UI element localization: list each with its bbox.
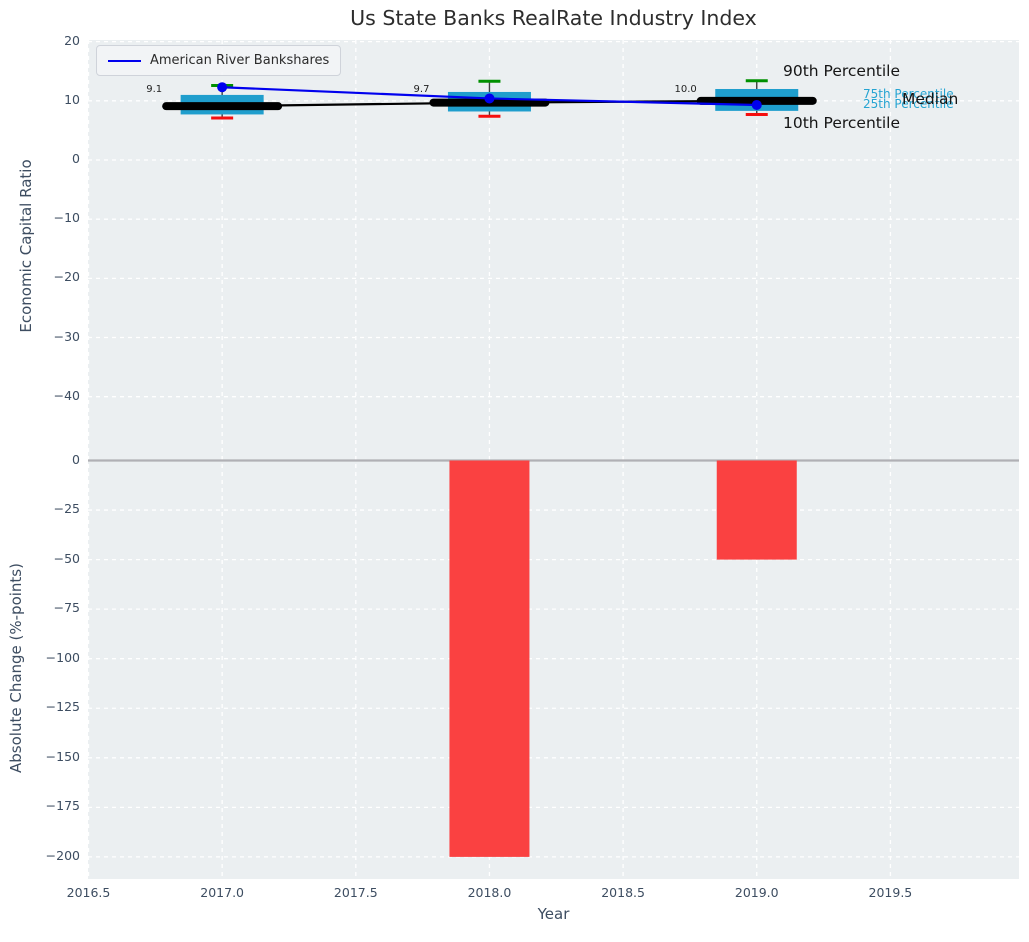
xtick-2018.0: 2018.0 [467, 885, 512, 900]
ytick-bottom--100: −100 [45, 649, 80, 665]
ytick-bottom--175: −175 [45, 798, 80, 814]
xtick-2018.5: 2018.5 [601, 885, 645, 900]
median-value-label-2017: 9.1 [146, 84, 163, 95]
ytick-top--40: −40 [53, 387, 80, 403]
annotation-25th-percentile: 25th Percentile [863, 97, 954, 111]
legend-label: American River Bankshares [150, 53, 330, 68]
median-value-label-2018: 9.7 [413, 84, 430, 95]
annotation-10th-percentile: 10th Percentile [783, 114, 901, 132]
ytick-top-20: 20 [64, 32, 80, 48]
legend-line-icon [108, 59, 141, 62]
x-axis-label: Year [537, 905, 570, 923]
series-marker-2017 [217, 82, 228, 93]
median-value-label-2019: 10.0 [674, 84, 697, 95]
bar-2019 [716, 460, 797, 560]
ytick-bottom--150: −150 [45, 748, 80, 764]
bar-2018 [449, 460, 530, 857]
y-axis-label-top: Economic Capital Ratio [17, 159, 35, 333]
ytick-top--30: −30 [53, 328, 80, 344]
ytick-top--20: −20 [53, 269, 80, 285]
ytick-bottom--125: −125 [45, 699, 80, 715]
chart-title: Us State Banks RealRate Industry Index [350, 6, 757, 30]
xtick-2016.5: 2016.5 [66, 885, 111, 900]
legend: American River Bankshares [96, 45, 342, 76]
series-marker-2019 [751, 99, 762, 110]
annotation-90th-percentile: 90th Percentile [783, 62, 901, 80]
y-axis-label-bottom: Absolute Change (%-points) [7, 563, 25, 773]
ytick-bottom--75: −75 [53, 600, 80, 616]
ytick-bottom-0: 0 [72, 451, 80, 467]
annotation-75th-percentile: 75th Percentile [863, 87, 954, 101]
xtick-2019.5: 2019.5 [868, 885, 913, 900]
ytick-top-10: 10 [64, 91, 80, 107]
annotation-median: Median [902, 90, 959, 108]
ytick-bottom--200: −200 [45, 847, 80, 863]
xtick-2017.5: 2017.5 [333, 885, 378, 900]
ytick-bottom--50: −50 [53, 550, 80, 566]
ytick-top-0: 0 [72, 151, 80, 166]
xtick-2019.0: 2019.0 [734, 885, 779, 900]
ytick-bottom--25: −25 [53, 501, 80, 517]
xtick-2017.0: 2017.0 [200, 885, 245, 900]
series-marker-2018 [484, 93, 495, 104]
ytick-top--10: −10 [53, 210, 80, 226]
